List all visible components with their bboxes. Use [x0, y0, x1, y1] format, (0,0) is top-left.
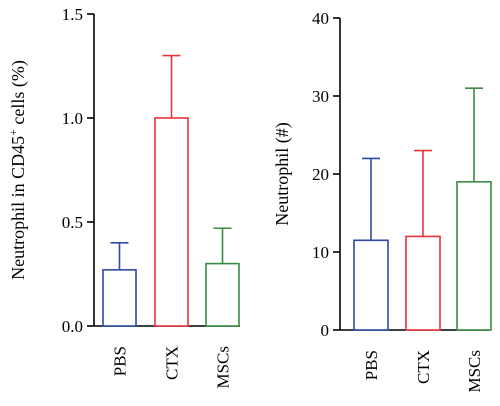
y-axis-title-left-suffix: cells (%)	[8, 60, 29, 129]
y-axis-title-left: Neutrophil in CD45+ cells (%)	[6, 60, 29, 280]
category-label-right: PBS	[362, 350, 381, 380]
y-tick-label-left: 1.5	[62, 5, 83, 24]
category-label-left: CTX	[163, 346, 182, 380]
y-ticks-right: 0 10 20 30 40	[312, 9, 340, 340]
y-tick-label-left: 1.0	[62, 109, 83, 128]
bar-ctx-left	[154, 117, 189, 327]
category-label-left: MSCs	[214, 346, 233, 389]
y-ticks-left: 0.0 0.5 1.0 1.5	[62, 5, 94, 336]
y-tick-label-left: 0.5	[62, 213, 83, 232]
chart-right: Neutrophil (#) 0 10 20 30 40 PBS CTX MSCs	[272, 9, 492, 393]
y-axis-title-left-superscript: +	[6, 129, 20, 136]
bars-right	[353, 87, 492, 331]
y-tick-label-left: 0.0	[62, 317, 83, 336]
bars-left	[102, 54, 240, 327]
bar-mscs-left	[205, 262, 240, 327]
y-tick-label-right: 20	[312, 165, 329, 184]
y-axis-title-right: Neutrophil (#)	[272, 122, 293, 225]
x-categories-right: PBS CTX MSCs	[362, 350, 484, 393]
y-tick-label-right: 40	[312, 9, 329, 28]
chart-left: Neutrophil in CD45+ cells (%) 0.0 0.5 1.0 1…	[6, 5, 240, 389]
y-axis-title-left-main: Neutrophil in CD45	[8, 136, 28, 280]
bar-pbs-right	[353, 239, 389, 331]
y-tick-label-right: 30	[312, 87, 329, 106]
bar-ctx-right	[405, 235, 441, 331]
category-label-left: PBS	[111, 346, 130, 376]
category-label-right: MSCs	[465, 350, 484, 393]
y-tick-label-right: 0	[321, 321, 330, 340]
category-label-right: CTX	[414, 350, 433, 384]
y-tick-label-right: 10	[312, 243, 329, 262]
bar-pbs-left	[102, 269, 137, 327]
x-categories-left: PBS CTX MSCs	[111, 346, 233, 389]
bar-mscs-right	[456, 181, 492, 331]
